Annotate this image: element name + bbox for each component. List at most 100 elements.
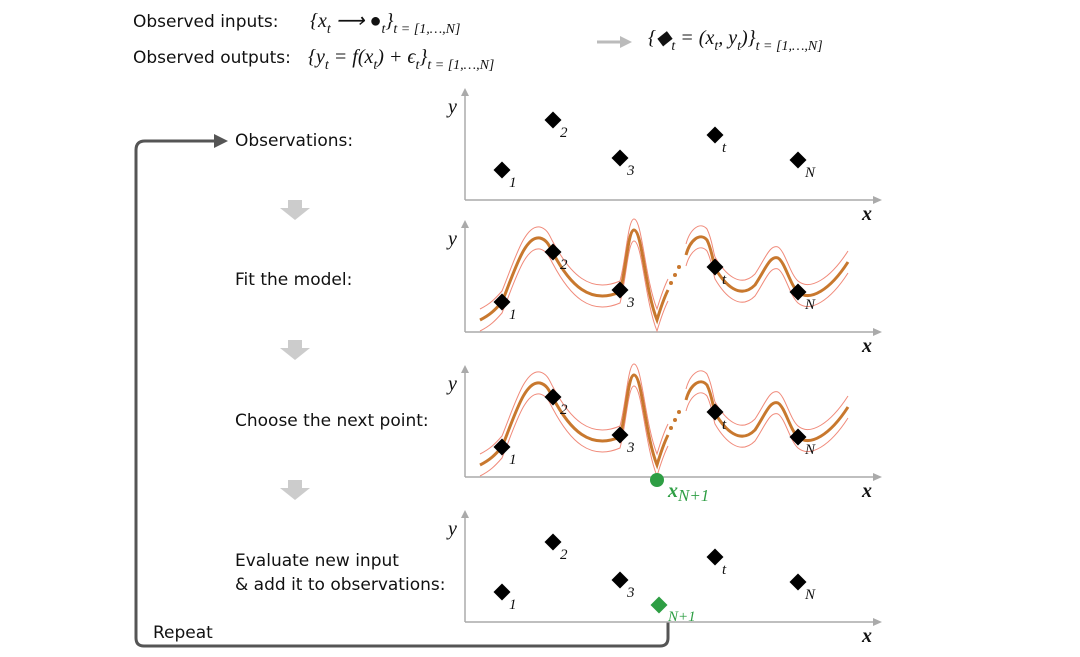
formula-part: t bbox=[325, 58, 330, 73]
formula-part: t bbox=[671, 39, 676, 54]
point-label: N bbox=[804, 165, 816, 181]
down-arrow bbox=[280, 340, 310, 360]
y-arrowhead bbox=[461, 220, 469, 228]
panel: y x 1 2 3 t N bbox=[446, 88, 882, 225]
point-label: 1 bbox=[509, 452, 517, 468]
formula-part: } bbox=[385, 10, 393, 32]
fit-dot bbox=[677, 265, 681, 269]
step-label: Observations: bbox=[235, 131, 353, 151]
observation bbox=[789, 151, 807, 169]
observation bbox=[611, 149, 629, 167]
point-label: t bbox=[722, 417, 727, 433]
point-label: 2 bbox=[560, 125, 568, 141]
formula-part: t = [1,…,N] bbox=[427, 58, 494, 73]
point-label: 3 bbox=[626, 163, 635, 179]
point-label: 2 bbox=[560, 547, 568, 563]
observation bbox=[611, 571, 629, 589]
observation bbox=[493, 583, 511, 601]
observation bbox=[789, 573, 807, 591]
step-label: Choose the next point: bbox=[235, 411, 429, 431]
observation bbox=[611, 426, 629, 444]
fit-dot bbox=[673, 418, 677, 422]
observation bbox=[544, 533, 562, 551]
y-axis-label: y bbox=[446, 518, 457, 540]
model-fit bbox=[479, 228, 850, 325]
formula-part: t bbox=[382, 22, 387, 37]
point-label: 1 bbox=[509, 597, 517, 613]
observation bbox=[493, 438, 511, 456]
step-label: Evaluate new input bbox=[235, 551, 399, 571]
down-arrow bbox=[280, 200, 310, 220]
fit-dot bbox=[677, 410, 681, 414]
next-point bbox=[650, 473, 664, 487]
observation bbox=[706, 258, 724, 276]
formula-part: , y bbox=[718, 27, 737, 49]
formula-part: {x bbox=[310, 10, 327, 32]
x-axis-label: x bbox=[861, 203, 872, 225]
model-fit bbox=[479, 373, 850, 470]
new-observation-label: N+1 bbox=[667, 609, 696, 625]
down-arrow bbox=[280, 480, 310, 500]
observation bbox=[611, 281, 629, 299]
y-axis-label: y bbox=[446, 373, 457, 395]
next-point-label: xN+1 bbox=[667, 480, 709, 505]
point-label: 3 bbox=[626, 295, 635, 311]
formula-part: t bbox=[327, 22, 332, 37]
x-axis-label: x bbox=[861, 480, 872, 502]
new-observation bbox=[650, 596, 668, 614]
formula-part: t bbox=[415, 58, 420, 73]
fit-dot bbox=[669, 281, 673, 285]
formula-part: t bbox=[737, 39, 742, 54]
x-axis-label: x bbox=[861, 335, 872, 357]
inputs-label: Observed inputs: bbox=[133, 12, 279, 32]
outputs-label: Observed outputs: bbox=[133, 48, 291, 68]
formula-part: {◆ bbox=[648, 27, 673, 49]
formula-part: = f(x bbox=[329, 46, 374, 68]
point-label: 1 bbox=[509, 175, 517, 191]
formula-part: )} bbox=[740, 27, 756, 49]
x-arrowhead bbox=[873, 618, 882, 626]
fit-dot bbox=[673, 273, 677, 277]
panel: y x 1 2 3 t N bbox=[446, 218, 882, 357]
uncertainty-upper bbox=[479, 218, 849, 311]
x-arrowhead bbox=[873, 196, 882, 204]
formula-part: ) + ϵ bbox=[376, 46, 416, 68]
observation bbox=[706, 403, 724, 421]
formula: {yt = f(xt) + ϵt}t = [1,…,N] bbox=[308, 46, 494, 73]
formula-part: = (x bbox=[675, 27, 714, 49]
panel: y x 1 2 3 t N N+1 bbox=[446, 510, 882, 647]
observation bbox=[544, 111, 562, 129]
formula: {◆t = (xt, yt)}t = [1,…,N] bbox=[648, 27, 823, 54]
point-label: N bbox=[804, 587, 816, 603]
step-label: & add it to observations: bbox=[235, 575, 445, 595]
formula-part: ⟶ ● bbox=[331, 10, 382, 32]
observation bbox=[789, 428, 807, 446]
loop-arrow bbox=[134, 134, 670, 648]
repeat-label: Repeat bbox=[153, 623, 213, 643]
point-label: N bbox=[804, 297, 816, 313]
point-label: 1 bbox=[509, 307, 517, 323]
y-axis-label: y bbox=[446, 228, 457, 250]
observation bbox=[706, 548, 724, 566]
header-arrow bbox=[597, 36, 632, 48]
formula-part: t = [1,…,N] bbox=[756, 39, 823, 54]
point-label: t bbox=[722, 562, 727, 578]
y-arrowhead bbox=[461, 88, 469, 96]
formula-part: t = [1,…,N] bbox=[393, 22, 460, 37]
formula: {xt ⟶ ●t}t = [1,…,N] bbox=[310, 10, 460, 37]
formula-part: t bbox=[714, 39, 719, 54]
y-arrowhead bbox=[461, 365, 469, 373]
next-point-label-sub: N+1 bbox=[677, 486, 709, 505]
observation bbox=[789, 283, 807, 301]
observation bbox=[544, 243, 562, 261]
y-axis-label: y bbox=[446, 96, 457, 118]
x-arrowhead bbox=[873, 328, 882, 336]
formula-part: t bbox=[373, 58, 378, 73]
point-label: 3 bbox=[626, 440, 635, 456]
point-label: t bbox=[722, 140, 727, 156]
observation bbox=[493, 161, 511, 179]
point-label: N bbox=[804, 442, 816, 458]
next-point-label-main: x bbox=[667, 480, 678, 502]
